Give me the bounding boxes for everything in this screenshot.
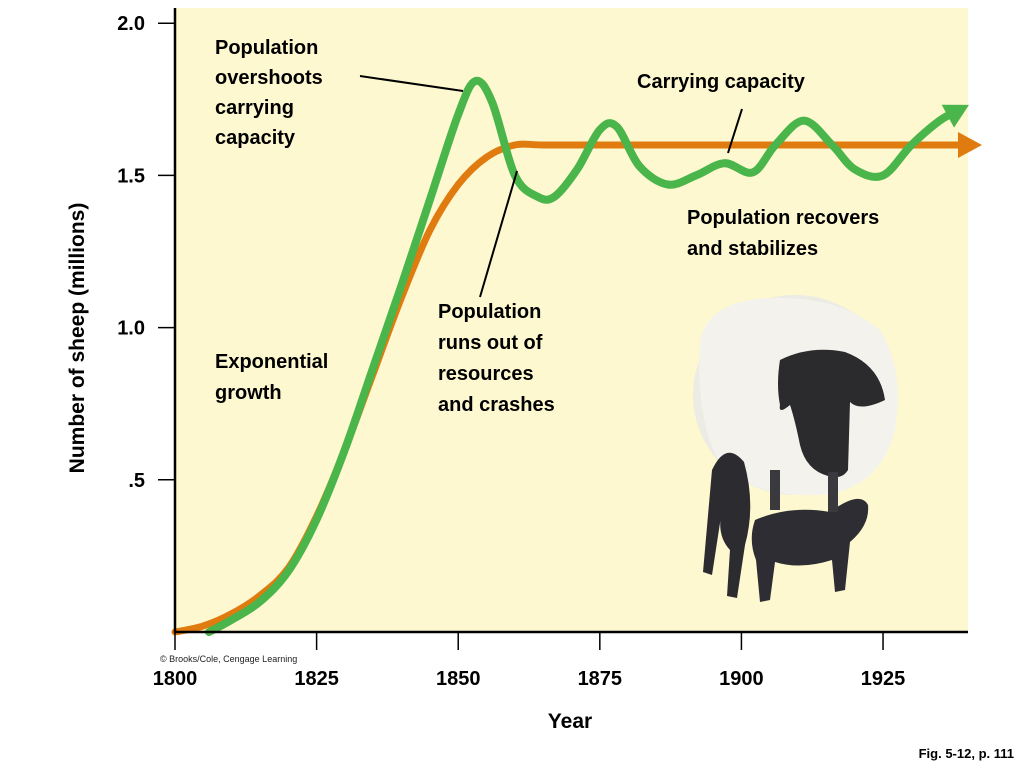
x-tick-label: 1825 — [294, 668, 339, 690]
x-tick-label: 1850 — [436, 668, 481, 690]
tick-labels: 1800 1825 1850 1875 1900 1925 .5 1.0 1.5 2.0 — [117, 13, 905, 690]
annotation-line: growth — [215, 382, 282, 404]
population-arrowhead — [941, 104, 970, 128]
x-tick-label: 1800 — [153, 668, 198, 690]
annotation-line: Carrying capacity — [637, 71, 806, 93]
annotation-line: Population recovers — [687, 207, 879, 229]
population-line — [205, 76, 961, 636]
y-tick-label: 1.5 — [117, 165, 145, 187]
annotation-recovers: Population recovers and stabilizes — [687, 207, 885, 260]
x-tick-label: 1900 — [719, 668, 764, 690]
annotation-leader — [727, 108, 743, 154]
annotation-carrying-capacity: Carrying capacity — [637, 71, 806, 93]
annotation-leader — [479, 170, 518, 298]
ewe-head — [778, 349, 885, 478]
lamb-left — [703, 452, 751, 598]
y-tick-label: 2.0 — [117, 13, 145, 35]
copyright-credit: © Brooks/Cole, Cengage Learning — [160, 654, 297, 664]
y-tick-label: 1.0 — [117, 318, 145, 340]
annotation-line: overshoots — [215, 67, 323, 89]
sheep-with-lambs-icon — [693, 295, 898, 602]
annotation-line: capacity — [215, 127, 296, 149]
annotation-line: and crashes — [438, 394, 555, 416]
annotation-line: Exponential — [215, 351, 328, 373]
figure-reference: Fig. 5-12, p. 111 — [919, 746, 1014, 761]
x-tick-label: 1875 — [578, 668, 623, 690]
annotation-line: carrying — [215, 97, 294, 119]
annotation-crash: Population runs out of resources and cra… — [438, 301, 555, 416]
x-tick-label: 1925 — [861, 668, 906, 690]
y-axis-title: Number of sheep (millions) — [66, 203, 89, 474]
annotation-overshoot: Population overshoots carrying capacity — [215, 37, 328, 149]
annotation-exponential: Exponential growth — [215, 351, 334, 404]
annotation-line: Population — [215, 37, 318, 59]
ewe-leg — [828, 472, 838, 512]
annotation-leader — [359, 75, 464, 92]
ewe-leg — [770, 470, 780, 510]
axes — [158, 8, 968, 650]
annotation-leaders — [359, 75, 743, 298]
annotation-line: resources — [438, 363, 534, 385]
annotation-line: runs out of — [438, 332, 543, 354]
y-tick-label: .5 — [128, 470, 145, 492]
lamb-right — [751, 498, 869, 602]
x-axis-title: Year — [548, 710, 592, 733]
annotation-line: Population — [438, 301, 541, 323]
carrying-capacity-line — [171, 140, 972, 636]
carrying-capacity-arrowhead — [958, 131, 982, 158]
annotation-line: and stabilizes — [687, 238, 818, 260]
series-layer — [171, 76, 982, 636]
